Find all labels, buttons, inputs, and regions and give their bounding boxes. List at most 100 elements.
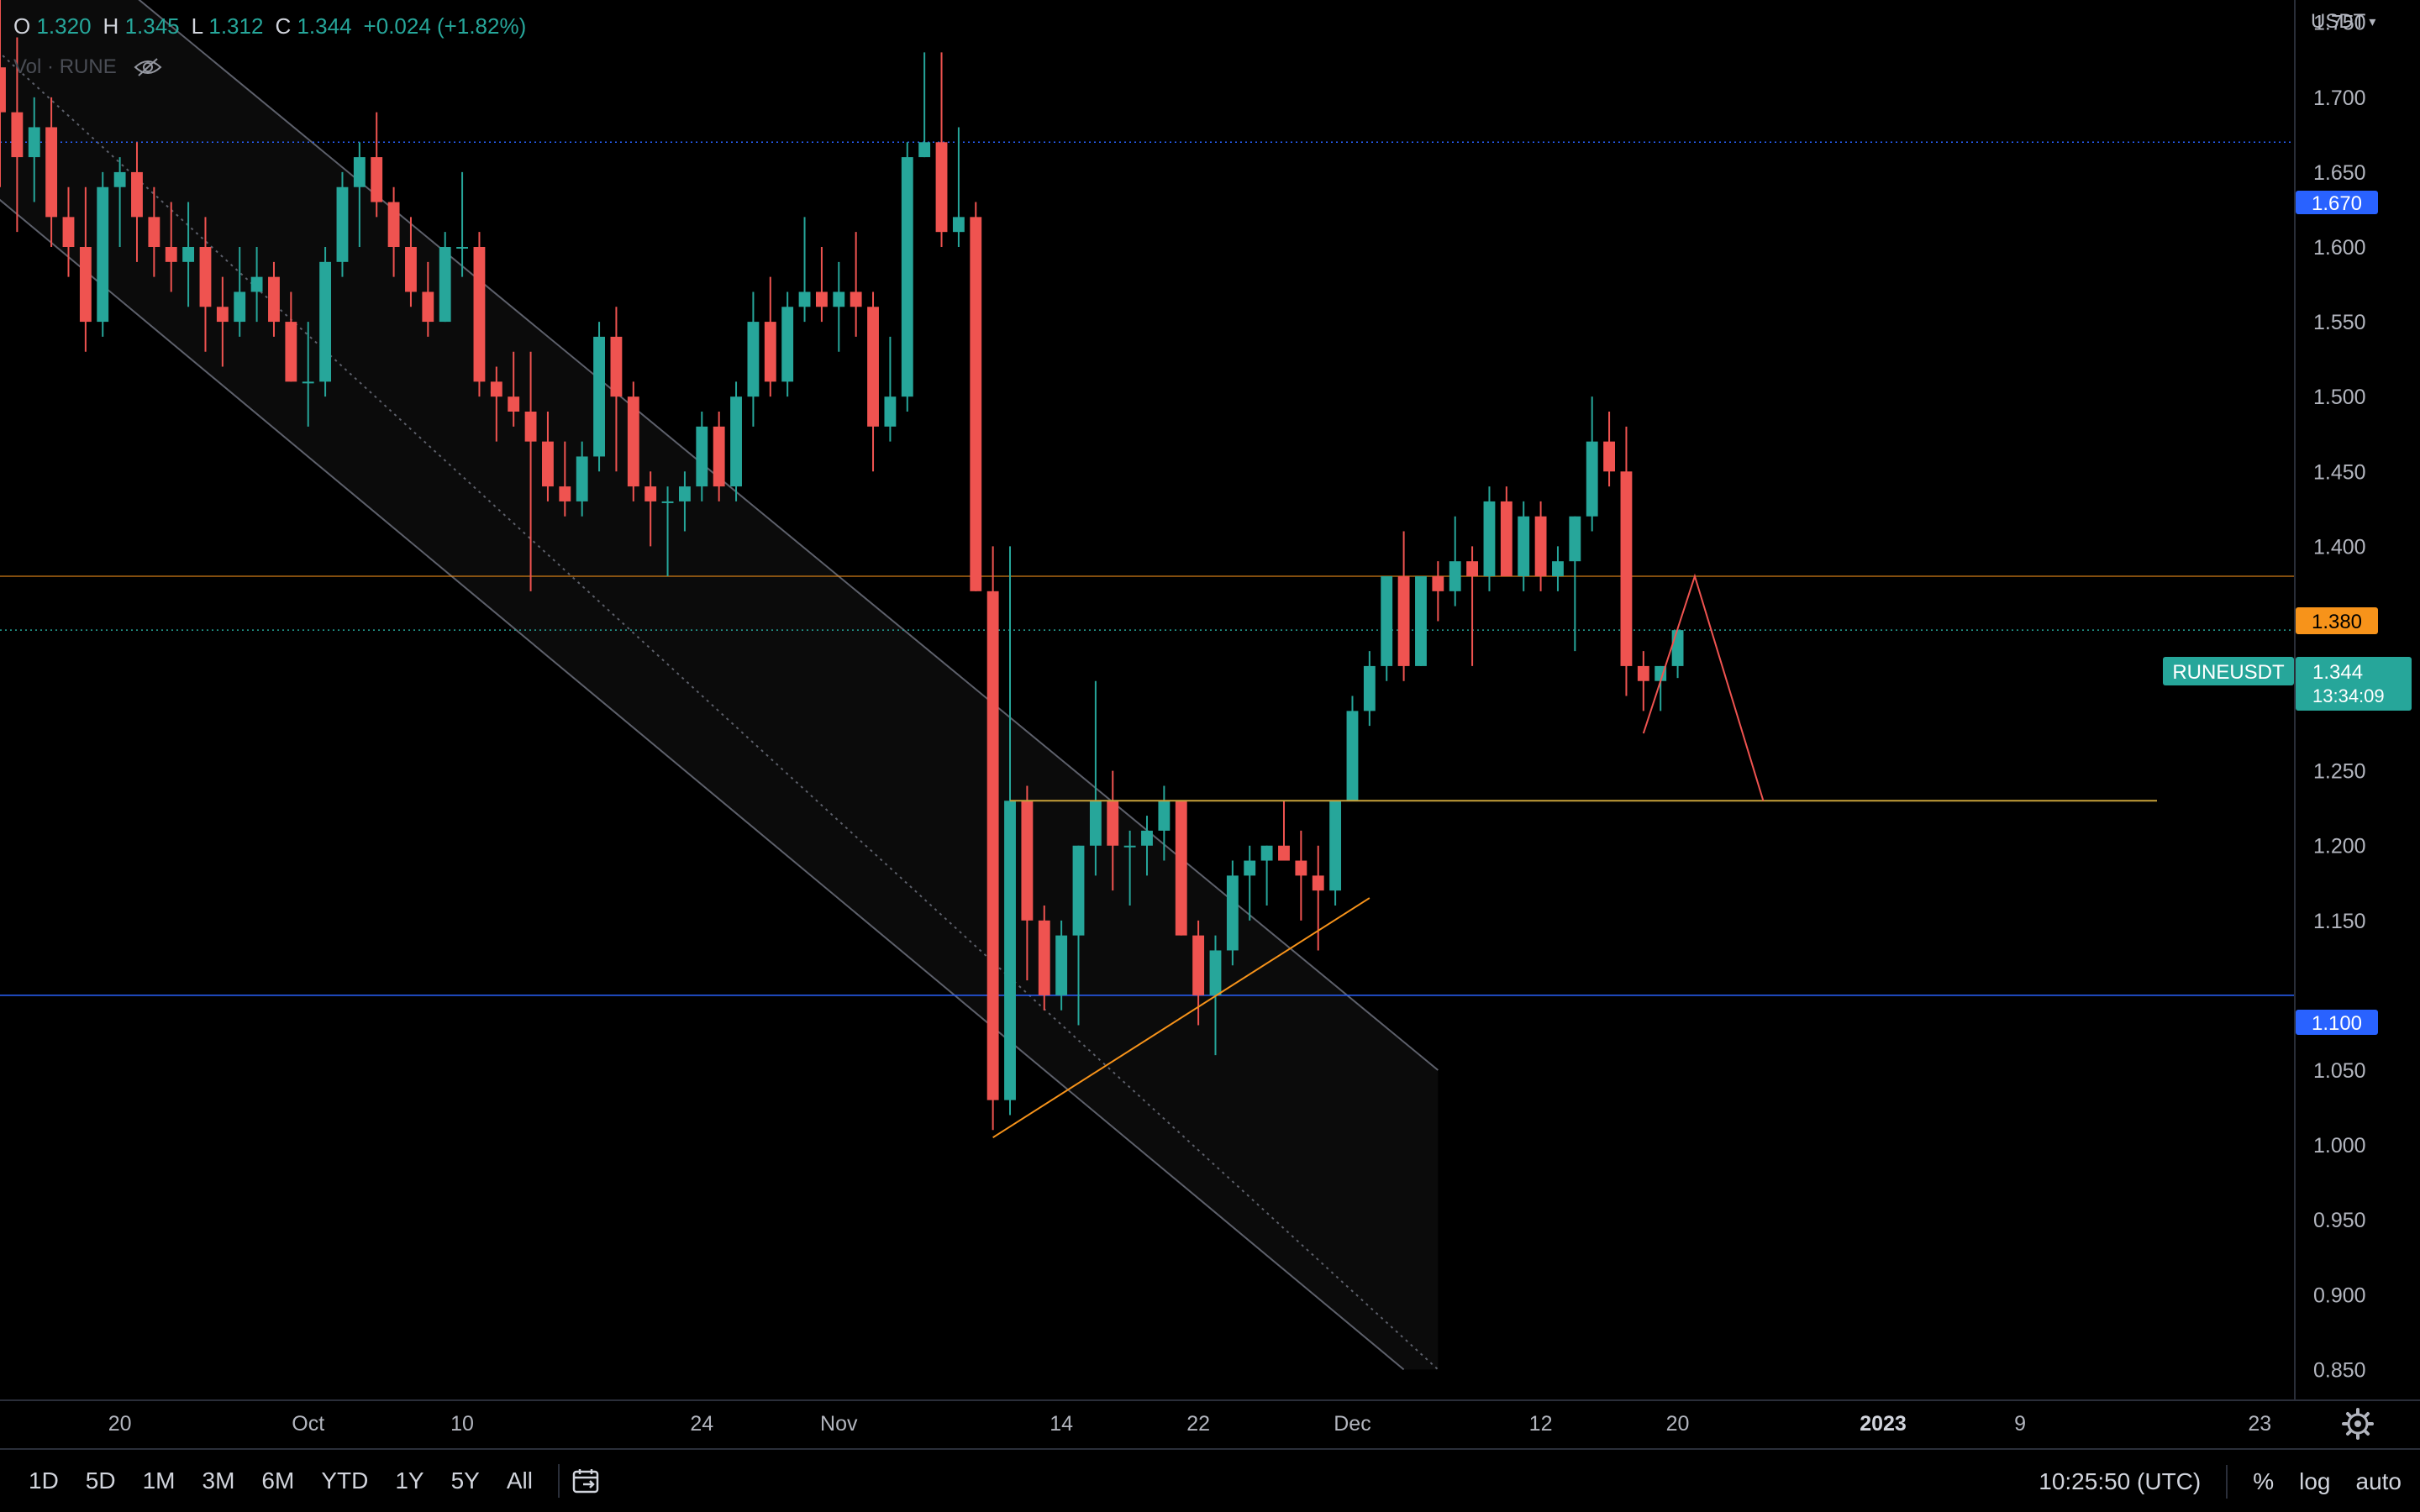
candle-body [250, 276, 263, 292]
candle-body [850, 291, 862, 307]
level-tag-1100: 1.100 [2296, 1010, 2378, 1035]
time-tick-label: 23 [2248, 1412, 2271, 1436]
range-5d-button[interactable]: 5D [85, 1467, 116, 1494]
percent-toggle[interactable]: % [2253, 1468, 2275, 1494]
candle-body [1021, 801, 1034, 921]
log-toggle[interactable]: log [2299, 1468, 2331, 1494]
candle-body [644, 486, 657, 501]
candle-body [1415, 576, 1427, 666]
candle [1603, 412, 1616, 487]
candle [439, 232, 451, 323]
candle [1637, 651, 1649, 711]
candle-body [713, 426, 725, 487]
time-tick-label: Oct [292, 1412, 324, 1436]
candle-body [1620, 471, 1633, 666]
right-toolbar: 10:25:50 (UTC) % log auto [2039, 1450, 2402, 1512]
candle [747, 291, 760, 427]
candle [884, 336, 897, 442]
candle-body [730, 396, 742, 487]
range-all-button[interactable]: All [506, 1467, 533, 1494]
range-5y-button[interactable]: 5Y [450, 1467, 480, 1494]
candle [1278, 801, 1290, 861]
candle [1483, 486, 1496, 591]
price-tick-label: 1.250 [2313, 760, 2366, 784]
candle-body [576, 456, 588, 501]
level-tag-1380-text: 1.380 [2312, 611, 2362, 633]
price-tick-label: 1.000 [2313, 1134, 2366, 1158]
candle-body [918, 142, 931, 158]
candle-body [131, 171, 143, 218]
range-ytd-button[interactable]: YTD [321, 1467, 369, 1494]
clock-display[interactable]: 10:25:50 (UTC) [2039, 1468, 2202, 1494]
candle [1004, 546, 1016, 1116]
candle [1569, 516, 1581, 652]
toolbar-divider-right [2226, 1465, 2228, 1499]
candle [319, 247, 332, 397]
candle-body [490, 381, 502, 397]
candle-body [1466, 561, 1479, 576]
time-tick-label: 20 [108, 1412, 132, 1436]
volume-label: Vol · RUNE [13, 55, 117, 78]
gear-icon[interactable] [2342, 1408, 2374, 1440]
channel-layer [0, 0, 1439, 1371]
candle [234, 247, 246, 337]
candle-body [1586, 441, 1598, 517]
currency-selector[interactable]: USDT ▾ [2311, 10, 2375, 34]
candle [302, 322, 314, 427]
time-tick-label: 2023 [1860, 1412, 1907, 1436]
candle [1295, 830, 1307, 921]
candle-body [833, 291, 845, 307]
price-tick-label: 1.700 [2313, 87, 2366, 110]
time-axis[interactable]: 20 Oct 10 24 Nov 14 22 Dec 12 20 2023 9 23 [108, 1412, 2271, 1436]
symbol-tag-text: RUNEUSDT [2172, 661, 2285, 684]
close-label: C [275, 13, 292, 39]
candle [508, 351, 520, 427]
candle-body [0, 67, 6, 113]
candle [336, 171, 349, 277]
candle-body [678, 486, 691, 501]
candle [353, 142, 366, 247]
level-tag-1670: 1.670 [2296, 191, 2378, 215]
candle [1141, 816, 1153, 876]
channel-fill [0, 0, 1439, 1370]
candle-body [1209, 950, 1222, 995]
close-value: 1.344 [297, 13, 352, 39]
range-1y-button[interactable]: 1Y [395, 1467, 424, 1494]
price-tick-label: 1.500 [2313, 386, 2366, 409]
range-3m-button[interactable]: 3M [202, 1467, 235, 1494]
last-price-text: 1.344 [2312, 661, 2363, 684]
candle [1363, 651, 1376, 727]
range-6m-button[interactable]: 6M [261, 1467, 295, 1494]
candle-body [970, 217, 982, 591]
candle-body [1381, 576, 1393, 666]
range-1m-button[interactable]: 1M [142, 1467, 176, 1494]
candle [918, 52, 931, 158]
volume-indicator-row[interactable]: Vol · RUNE [13, 55, 162, 79]
candle [1586, 396, 1598, 532]
time-tick-label: 22 [1186, 1412, 1210, 1436]
calendar-range-icon[interactable] [571, 1467, 602, 1494]
eye-off-icon[interactable] [134, 57, 162, 77]
price-axis[interactable]: 1.750 1.700 1.650 1.600 1.550 1.500 1.450 1.400… [2313, 12, 2366, 1383]
candle [45, 97, 58, 247]
price-tick-label: 1.600 [2313, 236, 2366, 260]
candle-body [1346, 711, 1359, 801]
high-label: H [103, 13, 119, 39]
candle-body [1397, 576, 1410, 666]
candle [986, 546, 999, 1131]
range-1d-button[interactable]: 1D [29, 1467, 59, 1494]
countdown-text: 13:34:09 [2312, 685, 2385, 706]
candle-body [1552, 561, 1564, 576]
candle-body [302, 381, 314, 384]
auto-toggle[interactable]: auto [2355, 1468, 2402, 1494]
candle-body [935, 142, 948, 233]
candle-body [182, 247, 195, 262]
candle-body [952, 217, 965, 233]
candle-body [79, 247, 92, 323]
candle-body [1363, 665, 1376, 711]
candle-body [405, 247, 417, 292]
candle-body [1089, 801, 1102, 846]
candle-body [1123, 845, 1136, 848]
